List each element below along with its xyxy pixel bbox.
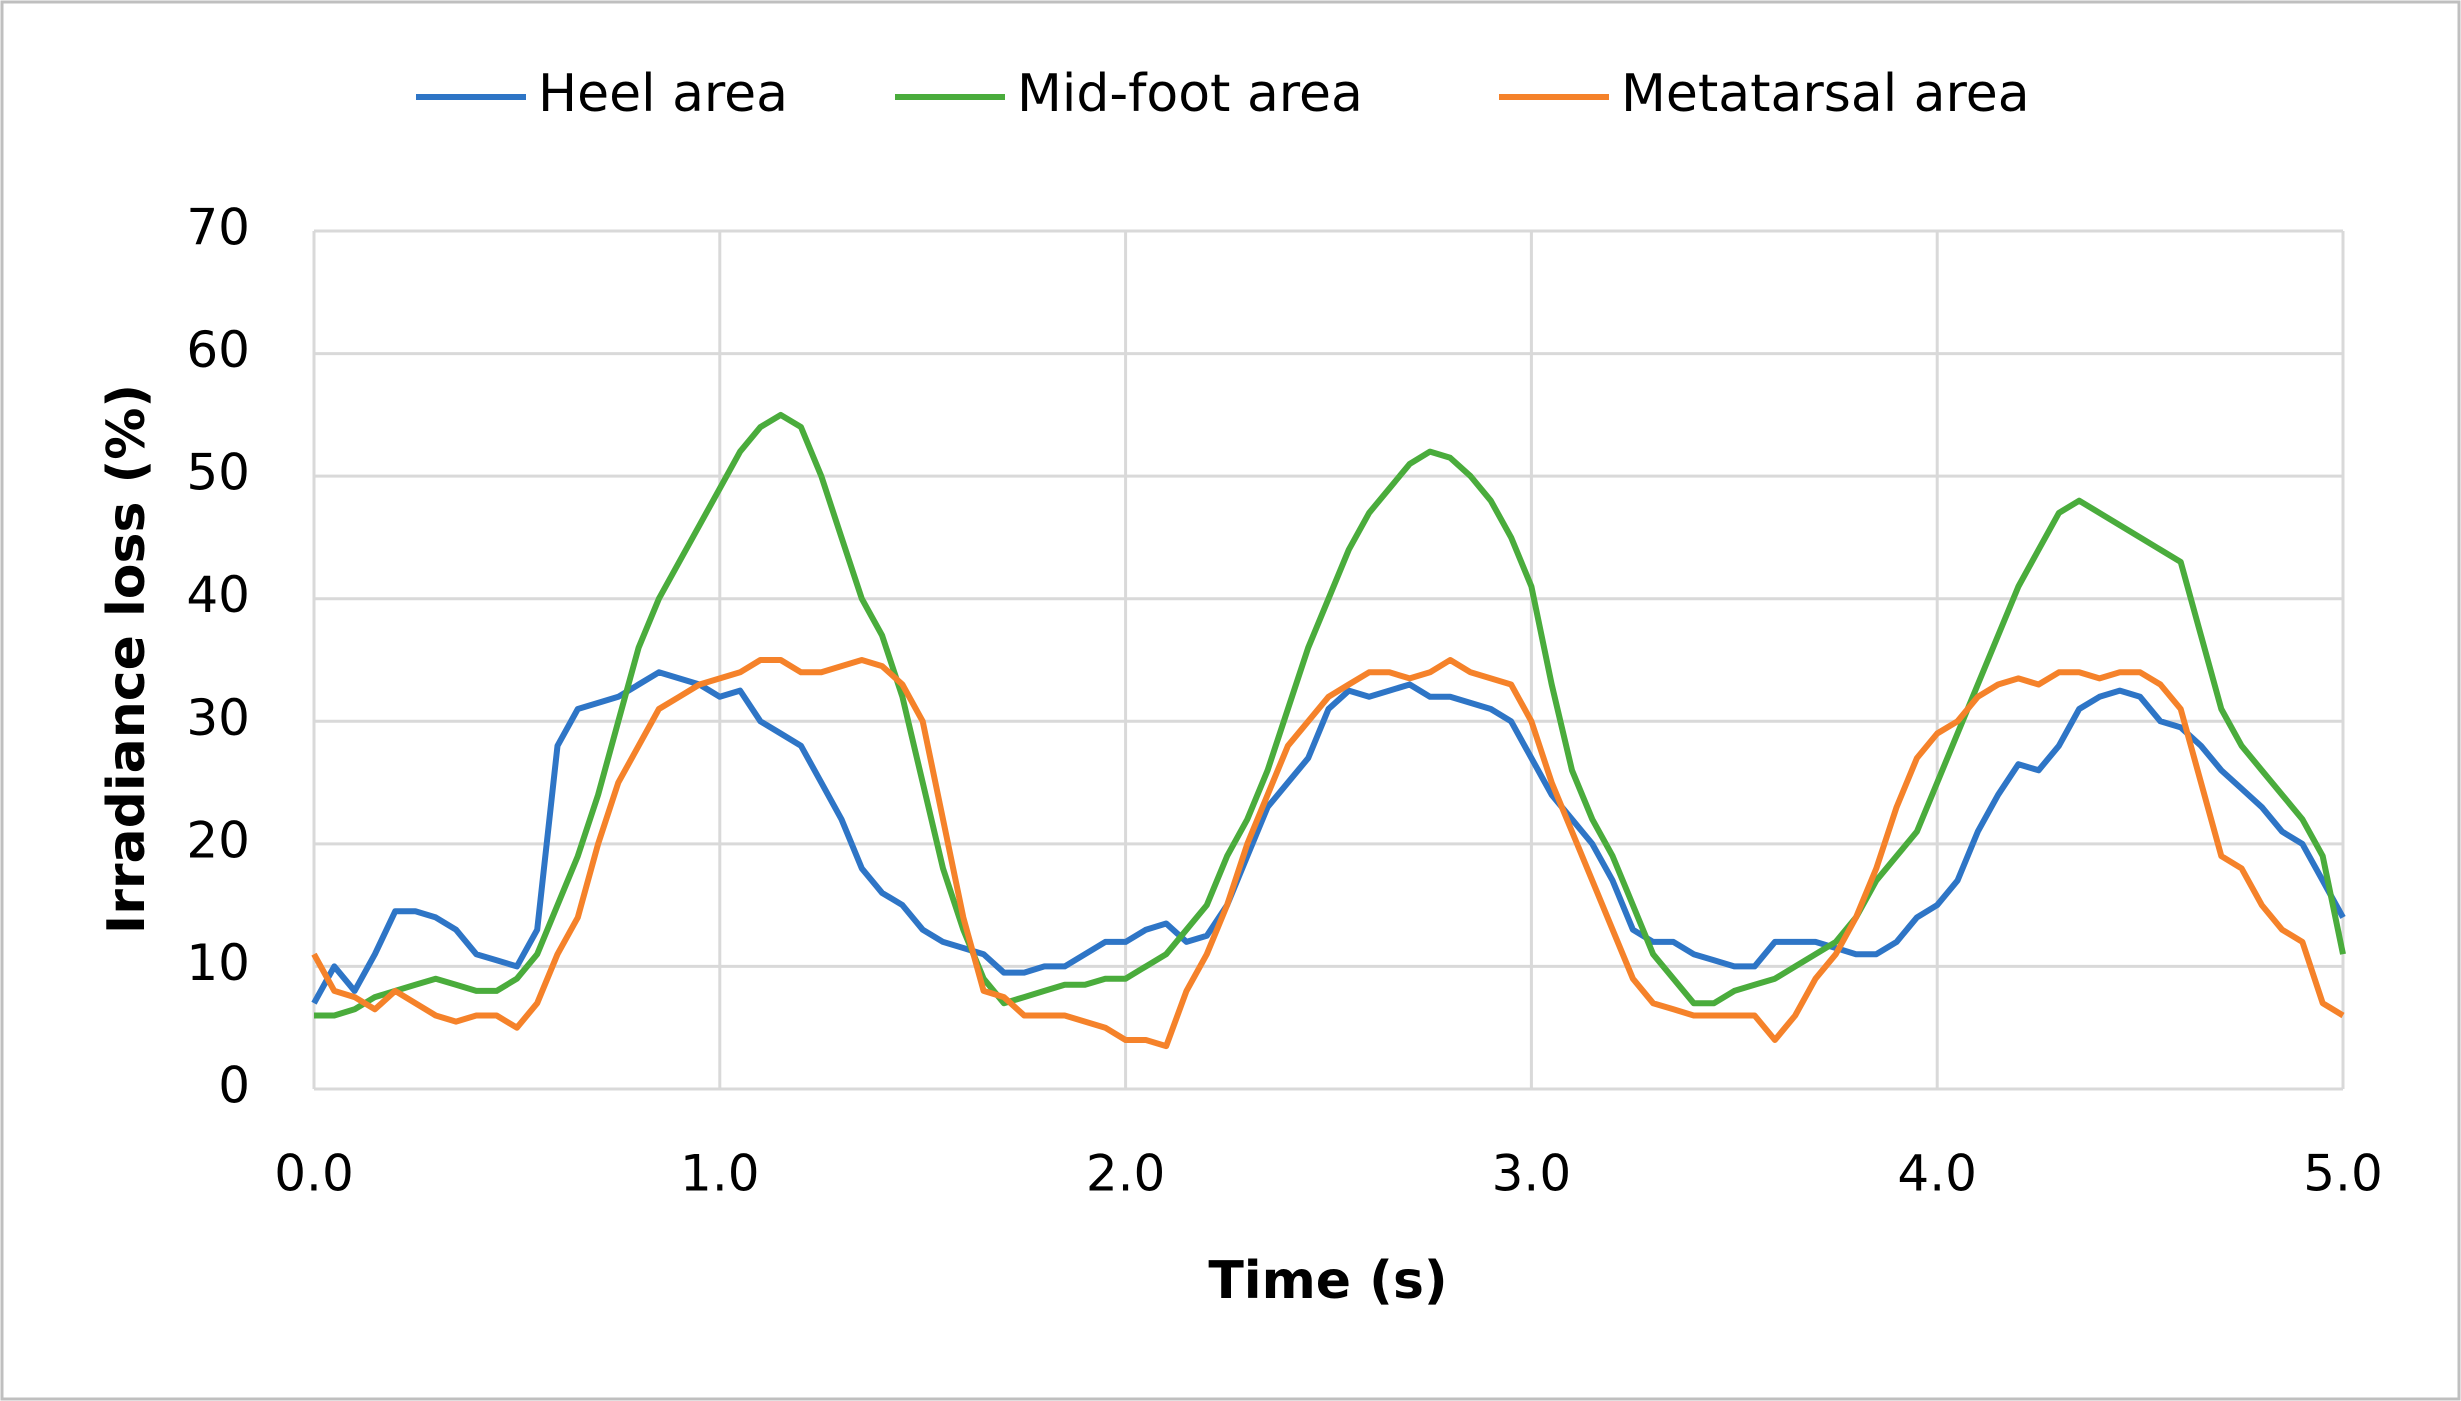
data-line <box>314 411 2346 1019</box>
y-tick-label: 60 <box>186 321 250 379</box>
x-tick-label: 4.0 <box>1897 1145 1977 1203</box>
y-tick-label: 0 <box>218 1057 250 1115</box>
data-line <box>311 657 2345 1050</box>
y-tick-label: 40 <box>186 566 250 624</box>
data-line <box>311 669 2346 1005</box>
y-tick-label: 10 <box>186 934 250 992</box>
x-tick-label: 1.0 <box>680 1145 760 1203</box>
legend-label: Metatarsal area <box>1621 64 2030 124</box>
x-tick-label: 0.0 <box>274 1145 354 1203</box>
y-tick-label: 20 <box>186 811 250 869</box>
x-axis-title: Time (s) <box>1208 1251 1447 1311</box>
x-tick-label: 3.0 <box>1492 1145 1572 1203</box>
y-tick-label: 50 <box>186 444 250 502</box>
x-tick-label: 5.0 <box>2303 1145 2383 1203</box>
y-tick-label: 70 <box>186 199 250 257</box>
legend-label: Heel area <box>538 64 788 124</box>
legend-label: Mid-foot area <box>1017 64 1363 124</box>
x-tick-label: 2.0 <box>1086 1145 1166 1203</box>
y-tick-label: 30 <box>186 689 250 747</box>
y-axis-title: Irradiance loss (%) <box>97 384 157 934</box>
